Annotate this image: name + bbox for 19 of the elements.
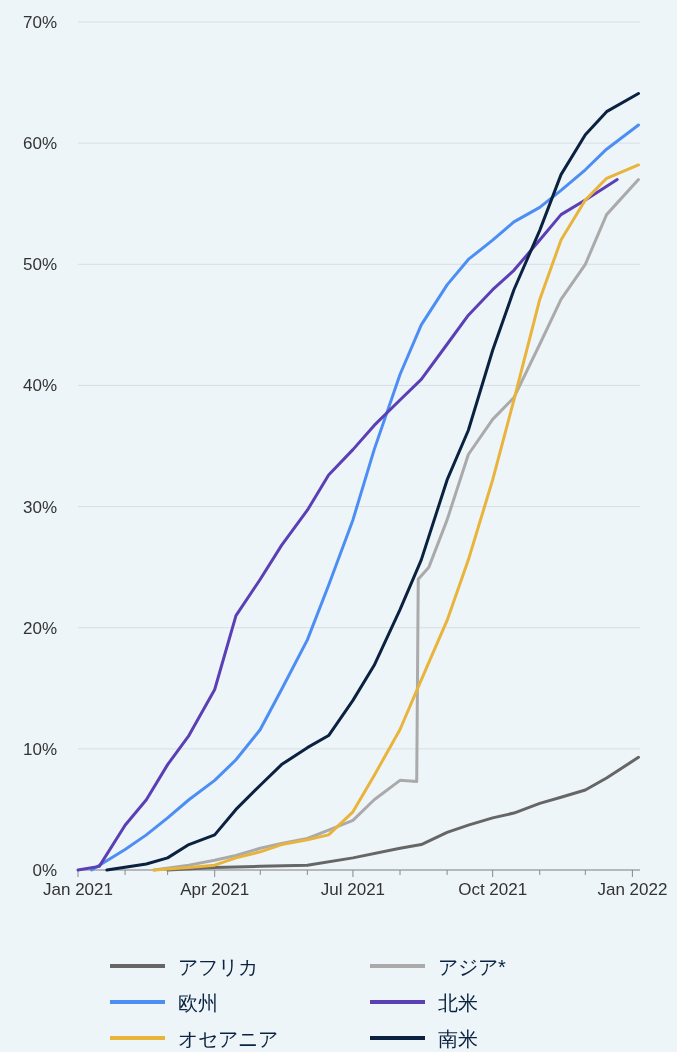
legend-label: 北米 <box>438 992 478 1014</box>
legend-label: アフリカ <box>178 956 258 978</box>
y-tick-label: 50% <box>22 255 57 275</box>
x-tick-label: Jan 2021 <box>43 880 113 899</box>
x-tick-label: Jan 2022 <box>597 880 668 899</box>
legend-label: 南米 <box>438 1028 478 1050</box>
y-tick-label: 40% <box>22 376 57 396</box>
y-tick-label: 20% <box>22 618 57 638</box>
legend-label: 欧州 <box>178 992 218 1014</box>
y-tick-label: 60% <box>22 134 57 154</box>
x-tick-label: Oct 2021 <box>458 880 528 899</box>
legend-label: オセアニア <box>178 1028 278 1050</box>
x-tick-label: Jul 2021 <box>320 880 386 899</box>
y-tick-label: 0% <box>32 861 57 880</box>
legend-label: アジア* <box>438 956 506 978</box>
y-tick-label: 10% <box>22 739 57 759</box>
y-tick-label: 30% <box>22 497 57 517</box>
x-tick-label: Apr 2021 <box>180 880 250 899</box>
y-tick-label: 70% <box>22 13 57 32</box>
